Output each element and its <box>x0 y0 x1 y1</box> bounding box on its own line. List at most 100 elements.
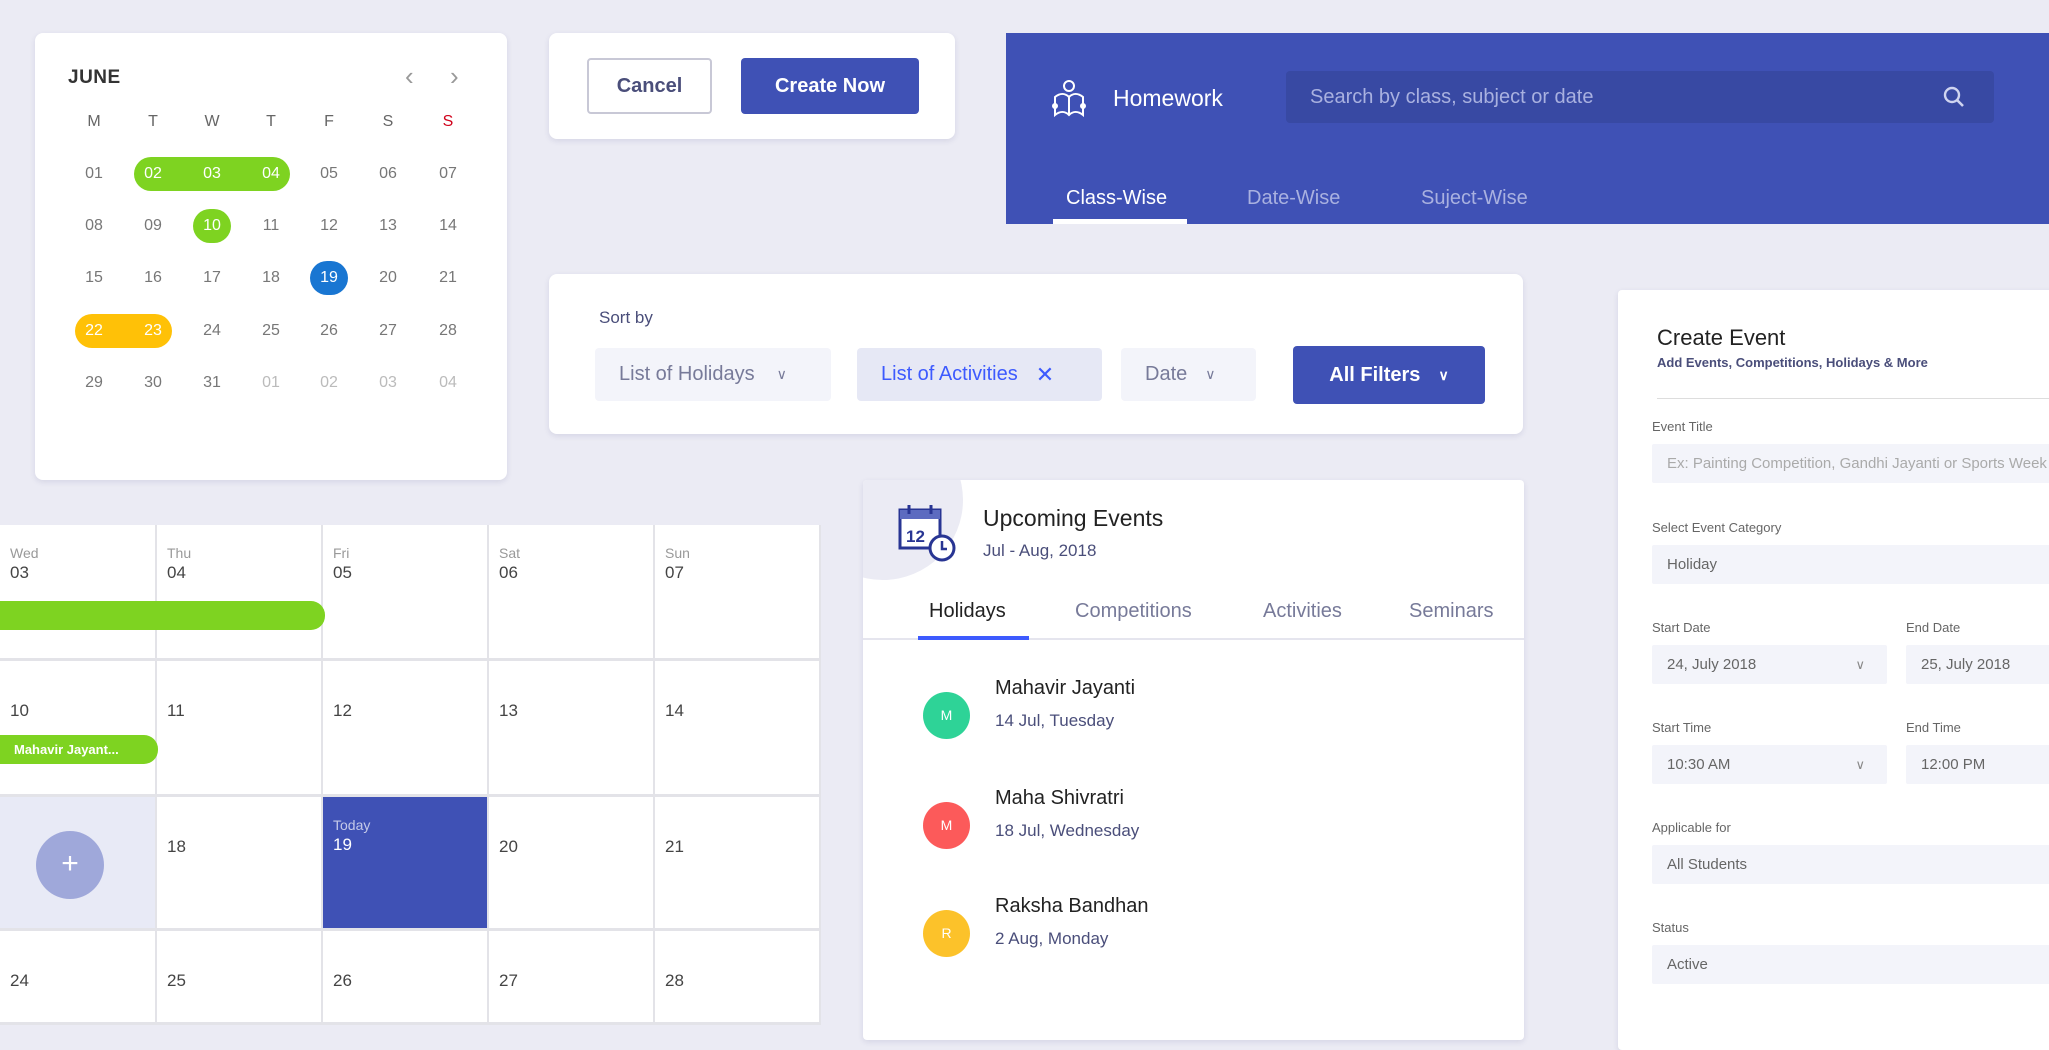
day-cell[interactable]: 29 <box>85 374 103 391</box>
search-icon[interactable] <box>1942 85 1966 109</box>
calendar-day-cell[interactable]: 20 <box>489 797 655 931</box>
day-cell[interactable]: 03 <box>203 165 221 182</box>
tab-holidays[interactable]: Holidays <box>929 600 1006 622</box>
calendar-day-cell[interactable]: Fri 05 <box>323 525 489 661</box>
day-cell[interactable]: 21 <box>439 269 457 286</box>
day-cell[interactable]: 22 <box>85 322 103 339</box>
calendar-day-cell[interactable]: 26 <box>323 931 489 1025</box>
day-cell[interactable]: 18 <box>262 269 280 286</box>
day-cell[interactable]: 03 <box>379 374 397 391</box>
tab-competitions[interactable]: Competitions <box>1075 600 1192 622</box>
tab-activities[interactable]: Activities <box>1263 600 1342 622</box>
day-cell[interactable]: 31 <box>203 374 221 391</box>
day-cell[interactable]: 12 <box>320 217 338 234</box>
applicable-select[interactable]: All Students <box>1652 845 2049 884</box>
event-date: 18 Jul, Wednesday <box>995 821 1140 840</box>
close-icon[interactable]: ✕ <box>1035 361 1055 387</box>
all-filters-button[interactable]: All Filters ∨ <box>1293 346 1485 404</box>
calendar-day-cell[interactable]: 11 <box>157 661 323 797</box>
day-cell[interactable]: 16 <box>144 269 162 286</box>
event-name[interactable]: Mahavir Jayanti <box>995 677 1136 699</box>
all-filters-label: All Filters <box>1329 363 1421 386</box>
day-cell[interactable]: 25 <box>262 322 280 339</box>
tab-seminars[interactable]: Seminars <box>1409 600 1494 622</box>
event-name[interactable]: Raksha Bandhan <box>995 895 1149 917</box>
day-cell[interactable]: 24 <box>203 322 221 339</box>
day-cell[interactable]: 04 <box>262 165 280 182</box>
event-title-input[interactable]: Ex: Painting Competition, Gandhi Jayanti… <box>1652 444 2049 483</box>
end-time-select[interactable]: 12:00 PM <box>1906 745 2049 784</box>
status-select[interactable]: Active <box>1652 945 2049 984</box>
day-cell[interactable]: 06 <box>379 165 397 182</box>
calendar-day-cell[interactable]: 13 <box>489 661 655 797</box>
day-cell[interactable]: 10 <box>203 217 221 234</box>
day-cell[interactable]: 26 <box>320 322 338 339</box>
calendar-day-cell[interactable]: 28 <box>655 931 821 1025</box>
activities-chip[interactable]: List of Activities ✕ <box>857 348 1102 401</box>
day-cell[interactable]: 28 <box>439 322 457 339</box>
day-cell[interactable]: 13 <box>379 217 397 234</box>
event-name[interactable]: Maha Shivratri <box>995 787 1124 809</box>
calendar-day-cell[interactable]: 27 <box>489 931 655 1025</box>
end-date-label: End Date <box>1906 620 1961 635</box>
start-time-value: 10:30 AM <box>1667 756 1731 773</box>
search-input[interactable]: Search by class, subject or date <box>1286 71 1994 123</box>
day-cell[interactable]: 17 <box>203 269 221 286</box>
calendar-day-cell[interactable]: 14 <box>655 661 821 797</box>
calendar-day-cell[interactable]: 12 <box>323 661 489 797</box>
homework-title: Homework <box>1113 85 1223 111</box>
category-select[interactable]: Holiday <box>1652 545 2049 584</box>
end-date-select[interactable]: 25, July 2018 <box>1906 645 2049 684</box>
calendar-day-cell[interactable]: 10 <box>0 661 157 797</box>
day-cell[interactable]: 11 <box>262 217 280 234</box>
holidays-dropdown[interactable]: List of Holidays ∨ <box>595 348 831 401</box>
calendar-day-cell[interactable]: 24 <box>0 931 157 1025</box>
event-bar[interactable]: Mahavir Jayant... <box>0 735 158 764</box>
calendar-day-cell[interactable]: Today 19 <box>323 797 489 931</box>
chevron-down-icon: ∨ <box>776 366 787 382</box>
start-time-select[interactable]: 10:30 AM ∨ <box>1652 745 1887 784</box>
today-label: Today <box>333 817 371 833</box>
date-number: 06 <box>499 563 518 582</box>
chevron-left-icon[interactable]: ‹ <box>405 61 414 91</box>
day-cell[interactable]: 02 <box>144 165 162 182</box>
day-cell[interactable]: 07 <box>439 165 457 182</box>
day-cell[interactable]: 23 <box>144 322 162 339</box>
date-number: 27 <box>499 971 518 990</box>
calendar-day-cell[interactable]: Sat 06 <box>489 525 655 661</box>
event-bar[interactable] <box>0 601 325 630</box>
start-date-select[interactable]: 24, July 2018 ∨ <box>1652 645 1887 684</box>
day-cell[interactable]: 01 <box>262 374 280 391</box>
day-cell[interactable]: 02 <box>320 374 338 391</box>
day-cell[interactable]: 14 <box>439 217 457 234</box>
day-cell[interactable]: 30 <box>144 374 162 391</box>
day-cell[interactable]: 05 <box>320 165 338 182</box>
plus-icon[interactable]: + <box>36 831 104 899</box>
chevron-right-icon[interactable]: › <box>450 61 459 91</box>
day-cell[interactable]: 27 <box>379 322 397 339</box>
day-cell[interactable]: 15 <box>85 269 103 286</box>
calendar-day-cell[interactable]: Thu 04 <box>157 525 323 661</box>
calendar-icon-number: 12 <box>906 527 925 546</box>
highlight-range <box>310 261 348 295</box>
date-number: 07 <box>665 563 684 582</box>
cancel-button[interactable]: Cancel <box>587 58 712 114</box>
date-number: 11 <box>167 701 185 720</box>
calendar-day-cell[interactable]: 18 <box>157 797 323 931</box>
tab-date-wise[interactable]: Date-Wise <box>1247 187 1341 209</box>
date-dropdown[interactable]: Date ∨ <box>1121 348 1256 401</box>
day-cell[interactable]: 04 <box>439 374 457 391</box>
applicable-label: Applicable for <box>1652 820 1731 835</box>
calendar-day-cell[interactable]: 21 <box>655 797 821 931</box>
calendar-day-cell[interactable]: 25 <box>157 931 323 1025</box>
day-cell[interactable]: 08 <box>85 217 103 234</box>
day-cell[interactable]: 09 <box>144 217 162 234</box>
tab-class-wise[interactable]: Class-Wise <box>1066 187 1168 209</box>
tab-subject-wise[interactable]: Suject-Wise <box>1421 187 1528 209</box>
day-cell[interactable]: 20 <box>379 269 397 286</box>
calendar-day-cell[interactable]: Sun 07 <box>655 525 821 661</box>
day-cell[interactable]: 01 <box>85 165 103 182</box>
day-cell[interactable]: 19 <box>320 269 338 286</box>
calendar-day-cell[interactable]: Wed 03 <box>0 525 157 661</box>
create-now-button[interactable]: Create Now <box>741 58 919 114</box>
